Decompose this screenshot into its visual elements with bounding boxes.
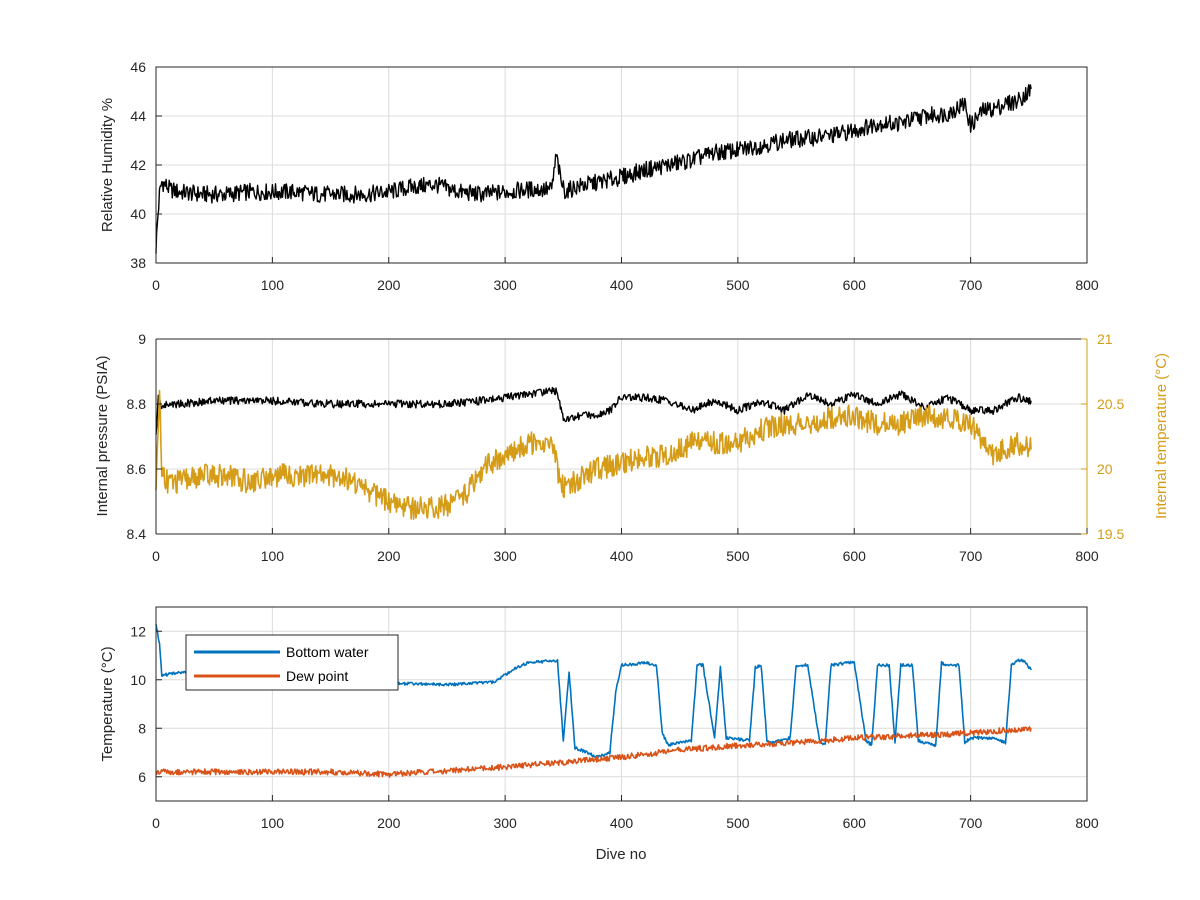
x-tick-label: 400: [610, 815, 634, 831]
x-tick-label: 100: [261, 815, 285, 831]
y-tick-label: 8.4: [127, 526, 147, 542]
x-tick-label: 500: [726, 815, 750, 831]
series-line-p1-s0: [155, 386, 1032, 435]
x-tick-label: 200: [377, 548, 401, 564]
x-tick-label: 700: [959, 277, 983, 293]
series-line-p0-s0: [155, 84, 1032, 254]
y-right-tick-label: 20.5: [1097, 396, 1124, 412]
x-tick-label: 0: [152, 815, 160, 831]
x-tick-label: 700: [959, 815, 983, 831]
x-tick-label: 400: [610, 548, 634, 564]
y-tick-label: 9: [138, 331, 146, 347]
x-tick-label: 0: [152, 277, 160, 293]
x-tick-label: 200: [377, 277, 401, 293]
legend-box: [185, 634, 399, 691]
y-right-tick-label: 19.5: [1097, 526, 1124, 542]
x-tick-label: 800: [1075, 815, 1099, 831]
pressure-x-ticks: 0 100 200 300 400 500 600 700 800: [152, 528, 1099, 564]
water-temperature-x-ticks: 0 100 200 300 400 500 600 700 800: [152, 795, 1099, 831]
humidity-grid: [155, 66, 1088, 264]
x-tick-label: 200: [377, 815, 401, 831]
y-tick-label: 44: [130, 108, 146, 124]
x-tick-label: 500: [726, 548, 750, 564]
x-tick-label: 700: [959, 548, 983, 564]
y-tick-label: 6: [138, 769, 146, 785]
x-axis-label: Dive no: [596, 846, 647, 863]
x-tick-label: 300: [493, 548, 517, 564]
pressure-temperature-panel: 0 100 200 300 400 500 600 700 800 8.4 8.6 8.8 9 19.…: [94, 331, 1170, 564]
humidity-y-label: Relative Humidity %: [99, 98, 116, 232]
legend-label-bottom-water: Bottom water: [286, 644, 369, 660]
pressure-y-label: Internal pressure (PSIA): [94, 356, 111, 517]
legend: Bottom water Dew point: [185, 634, 399, 691]
y-tick-label: 12: [130, 623, 146, 639]
y-tick-label: 8.6: [127, 461, 147, 477]
pressure-y-ticks: 8.4 8.6 8.8 9: [127, 331, 162, 542]
humidity-series: [155, 84, 1032, 254]
x-tick-label: 400: [610, 277, 634, 293]
y-tick-label: 42: [130, 157, 146, 173]
series-line-p1-s1: [155, 389, 1032, 521]
y-tick-label: 40: [130, 206, 146, 222]
y-tick-label: 10: [130, 672, 146, 688]
humidity-y-ticks: 38 40 42 44 46: [130, 59, 162, 271]
x-tick-label: 300: [493, 277, 517, 293]
x-tick-label: 600: [843, 548, 867, 564]
water-temperature-y-label: Temperature (°C): [99, 646, 116, 761]
y-right-tick-label: 20: [1097, 461, 1113, 477]
legend-label-dew-point: Dew point: [286, 668, 348, 684]
x-tick-label: 600: [843, 277, 867, 293]
pressure-temperature-series: [155, 386, 1032, 521]
x-tick-label: 800: [1075, 548, 1099, 564]
water-temperature-y-ticks: 6 8 10 12: [130, 623, 162, 785]
y-right-tick-label: 21: [1097, 331, 1113, 347]
x-tick-label: 300: [493, 815, 517, 831]
humidity-panel: 0 100 200 300 400 500 600 700 800 38 40 42 44 46 Rel…: [99, 59, 1099, 293]
y-tick-label: 8: [138, 720, 146, 736]
x-tick-label: 500: [726, 277, 750, 293]
temperature-y-label: Internal temperature (°C): [1153, 353, 1170, 519]
y-tick-label: 46: [130, 59, 146, 75]
x-tick-label: 100: [261, 548, 285, 564]
water-temperature-panel: 0 100 200 300 400 500 600 700 800 6 8 10 12 Tempera…: [99, 606, 1099, 863]
pressure-grid: [155, 338, 1088, 535]
temperature-y-ticks: 19.5 20 20.5 21: [1081, 331, 1124, 542]
y-tick-label: 8.8: [127, 396, 147, 412]
y-tick-label: 38: [130, 255, 146, 271]
x-tick-label: 0: [152, 548, 160, 564]
x-tick-label: 600: [843, 815, 867, 831]
x-tick-label: 800: [1075, 277, 1099, 293]
series-line-dew-point: [155, 726, 1032, 778]
x-tick-label: 100: [261, 277, 285, 293]
humidity-x-ticks: 0 100 200 300 400 500 600 700 800: [152, 257, 1099, 293]
